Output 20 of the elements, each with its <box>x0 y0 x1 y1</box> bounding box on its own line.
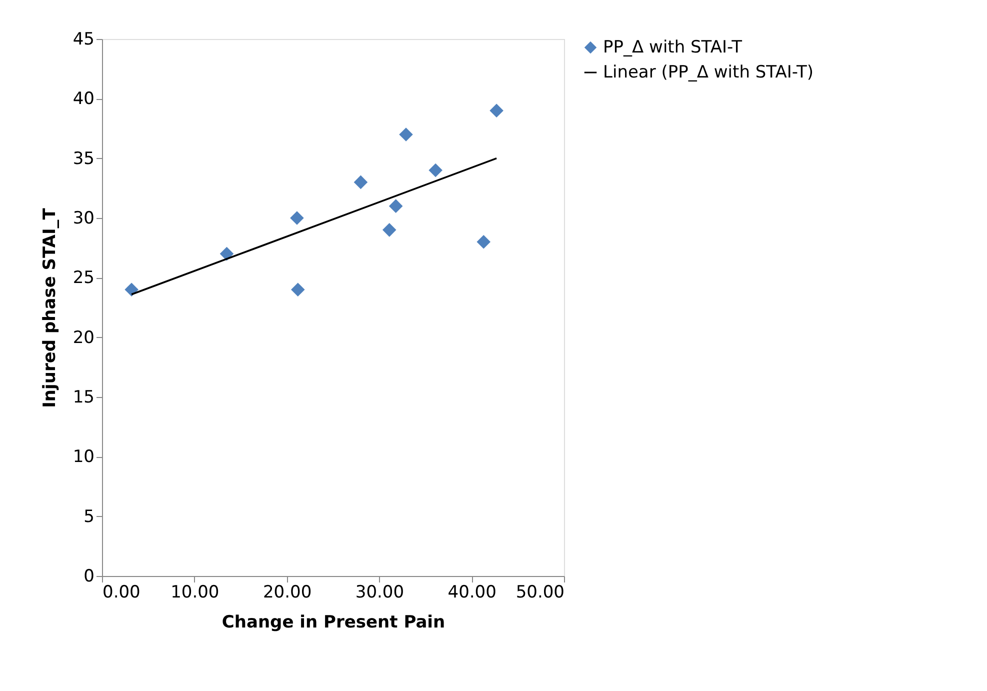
y-tick-label: 25 <box>72 268 94 288</box>
x-tick-label: 0.00 <box>102 582 140 602</box>
y-axis-title: Injured phase STAI_T <box>40 208 60 408</box>
y-tick-label: 10 <box>72 447 94 468</box>
y-tick-label: 20 <box>72 328 94 348</box>
legend-label: Linear (PP_Δ with STAI-T) <box>603 62 814 82</box>
y-tick-label: 30 <box>72 208 94 228</box>
y-tick-label: 40 <box>72 89 94 110</box>
y-tick-label: 5 <box>84 506 94 527</box>
y-tick-label: 45 <box>72 30 94 50</box>
x-tick-label: 30.00 <box>355 582 404 602</box>
x-tick-label: 20.00 <box>262 582 312 602</box>
x-tick-label: 50.00 <box>516 582 564 602</box>
x-tick-label: 10.00 <box>170 582 220 602</box>
y-tick-label: 35 <box>72 148 94 169</box>
legend-label: PP_Δ with STAI-T <box>603 38 743 58</box>
x-axis-title: Change in Present Pain <box>222 612 446 632</box>
y-tick-label: 15 <box>72 388 94 408</box>
x-tick-label: 40.00 <box>448 582 496 602</box>
y-tick-label: 0 <box>84 566 94 586</box>
